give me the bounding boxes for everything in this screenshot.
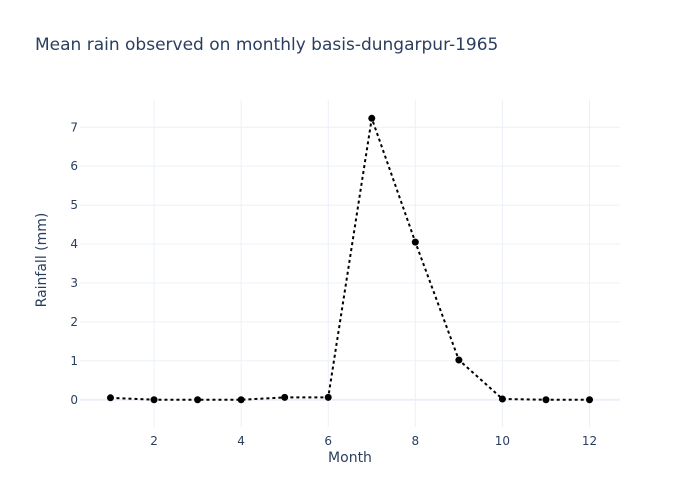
x-tick-label: 10 xyxy=(495,434,510,448)
data-point[interactable] xyxy=(281,393,289,401)
gridlines xyxy=(80,100,620,427)
data-point[interactable] xyxy=(411,238,419,246)
data-point[interactable] xyxy=(194,396,202,404)
x-tick-label: 12 xyxy=(582,434,597,448)
chart-title: Mean rain observed on monthly basis-dung… xyxy=(35,35,498,55)
y-tick-label: 2 xyxy=(70,315,78,329)
data-point[interactable] xyxy=(498,395,506,403)
y-tick-label: 6 xyxy=(70,159,78,173)
data-point[interactable] xyxy=(368,114,376,122)
y-tick-label: 7 xyxy=(70,120,78,134)
data-point[interactable] xyxy=(324,393,332,401)
y-axis-ticks: 0 1 2 3 4 5 6 7 xyxy=(70,120,78,407)
series-layer xyxy=(106,114,594,404)
data-point[interactable] xyxy=(542,396,550,404)
data-point[interactable] xyxy=(106,394,114,402)
y-tick-label: 0 xyxy=(70,393,78,407)
x-tick-label: 2 xyxy=(150,434,158,448)
data-point[interactable] xyxy=(586,396,594,404)
y-tick-label: 3 xyxy=(70,276,78,290)
data-point[interactable] xyxy=(455,356,463,364)
data-point[interactable] xyxy=(237,396,245,404)
x-axis-title: Month xyxy=(328,450,372,466)
x-tick-label: 8 xyxy=(412,434,420,448)
y-tick-label: 1 xyxy=(70,354,78,368)
x-tick-label: 4 xyxy=(237,434,245,448)
series-line xyxy=(110,117,590,401)
y-tick-label: 4 xyxy=(70,237,78,251)
x-axis-ticks: 2 4 6 8 10 12 xyxy=(150,434,597,448)
y-axis-title: Rainfall (mm) xyxy=(34,213,50,308)
data-point[interactable] xyxy=(150,396,158,404)
y-tick-label: 5 xyxy=(70,198,78,212)
x-tick-label: 6 xyxy=(324,434,332,448)
